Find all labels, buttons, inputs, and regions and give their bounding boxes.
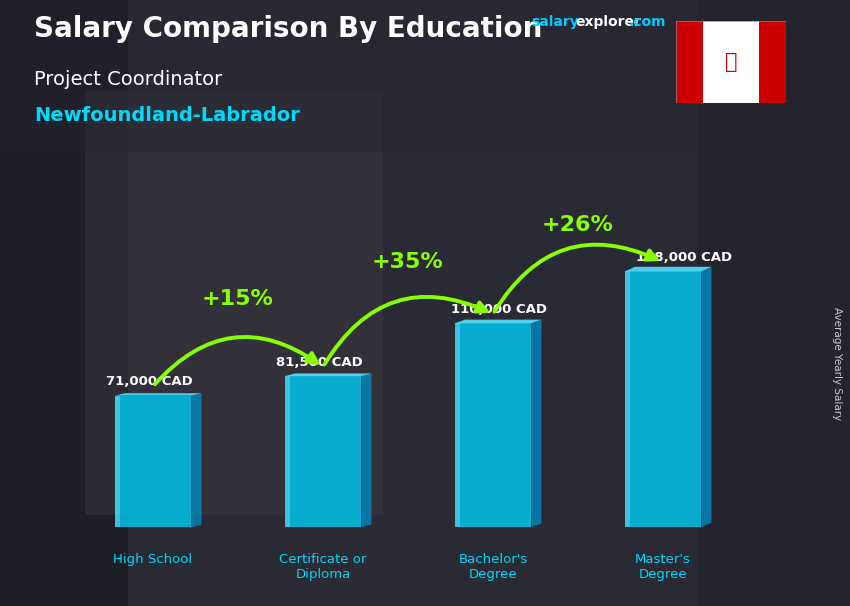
Text: +26%: +26% [542, 215, 614, 235]
Text: salary: salary [531, 15, 579, 29]
Text: Master's
Degree: Master's Degree [635, 553, 691, 581]
Text: High School: High School [113, 553, 193, 566]
Text: +35%: +35% [372, 252, 444, 272]
Polygon shape [455, 319, 541, 324]
Text: Newfoundland-Labrador: Newfoundland-Labrador [34, 106, 300, 125]
Bar [703, 21, 758, 103]
Text: explorer: explorer [575, 15, 641, 29]
Text: .com: .com [629, 15, 666, 29]
Text: 🍁: 🍁 [725, 52, 737, 72]
Text: Average Yearly Salary: Average Yearly Salary [832, 307, 842, 420]
Text: 138,000 CAD: 138,000 CAD [636, 251, 733, 264]
Text: Certificate or
Diploma: Certificate or Diploma [280, 553, 366, 581]
Bar [697, 0, 850, 606]
Text: 81,500 CAD: 81,500 CAD [276, 356, 363, 368]
Polygon shape [115, 393, 201, 396]
Bar [758, 21, 786, 103]
Polygon shape [455, 324, 531, 527]
Polygon shape [115, 396, 120, 527]
Polygon shape [625, 271, 701, 527]
Bar [0, 0, 128, 606]
Bar [676, 21, 703, 103]
Text: Bachelor's
Degree: Bachelor's Degree [458, 553, 528, 581]
Text: 110,000 CAD: 110,000 CAD [451, 303, 547, 316]
Polygon shape [455, 324, 460, 527]
Polygon shape [531, 319, 541, 527]
Text: 71,000 CAD: 71,000 CAD [106, 375, 193, 388]
Polygon shape [361, 373, 371, 527]
Bar [0, 0, 850, 152]
Polygon shape [191, 393, 201, 527]
Polygon shape [285, 376, 290, 527]
Text: Project Coordinator: Project Coordinator [34, 70, 222, 88]
Polygon shape [285, 376, 361, 527]
Bar [85, 91, 382, 515]
Polygon shape [701, 267, 711, 527]
Polygon shape [285, 373, 371, 376]
Text: +15%: +15% [202, 289, 274, 309]
Text: Salary Comparison By Education: Salary Comparison By Education [34, 15, 542, 43]
Polygon shape [625, 271, 630, 527]
Polygon shape [625, 267, 711, 271]
Polygon shape [115, 396, 191, 527]
